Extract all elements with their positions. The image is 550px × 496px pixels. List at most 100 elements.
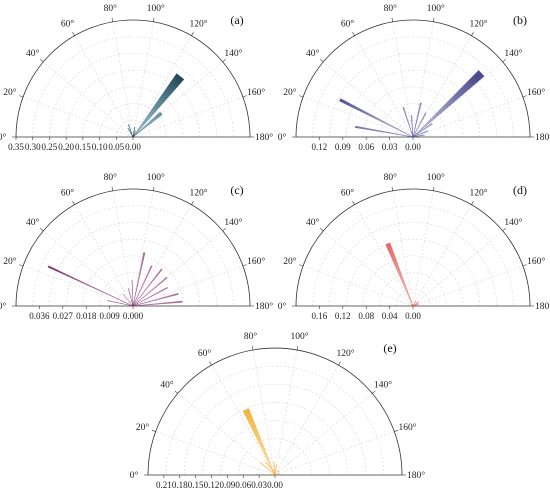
theta-tick (153, 17, 155, 22)
grid-spoke (43, 230, 134, 307)
grid-spoke (274, 349, 298, 476)
theta-tick-label: 60° (61, 188, 75, 199)
theta-tick (391, 17, 393, 22)
theta-tick-label: 80° (104, 3, 118, 14)
grid-arc (312, 36, 514, 138)
r-tick-label: 0.05 (108, 142, 124, 152)
theta-tick-label: 120° (189, 188, 207, 199)
r-tick-label: 0.06 (235, 480, 251, 490)
polar-bar (412, 130, 428, 138)
polar-panel: 0° 20° 40° 60° 80° 100° 120° 140° 160° 180° 0.16 0.… (278, 172, 550, 321)
theta-tick-label: 80° (104, 172, 118, 183)
polar-bar (242, 408, 276, 476)
grid-spoke (412, 61, 503, 138)
grid-spoke (302, 96, 414, 138)
r-tick-label: 0.009 (99, 311, 120, 321)
r-tick-label: 0.036 (29, 311, 50, 321)
grid-arc (395, 120, 431, 138)
r-tick-label: 0.027 (53, 311, 74, 321)
theta-tick-label: 40° (26, 217, 40, 228)
polar-bar (274, 464, 277, 476)
polar-panel: 0°20°40°60°80° 100°120°140°160°180°0.036 0… (0, 172, 273, 321)
theta-tick-label: 80° (384, 172, 398, 183)
theta-tick-label: 140° (374, 379, 392, 390)
theta-tick (151, 429, 156, 432)
polar-bar (122, 293, 134, 307)
grid-arc (329, 53, 497, 138)
polar-bar (127, 124, 134, 138)
grid-arc (65, 239, 201, 307)
theta-tick (209, 361, 212, 366)
panel-label: (d) (513, 183, 527, 197)
polar-bar (132, 111, 163, 138)
theta-tick (296, 345, 299, 350)
grid-arc (65, 70, 201, 138)
theta-tick (372, 390, 376, 394)
theta-tick-label: 100° (147, 3, 165, 14)
grid-spoke (274, 393, 373, 476)
polar-panel: 0°20°40°60°80° 100°120°140°160°180°0.21 0.… (130, 331, 426, 490)
grid-spoke (274, 364, 339, 476)
polar-bar (273, 461, 276, 476)
grid-spoke (132, 230, 223, 307)
theta-tick-label: 160° (527, 87, 545, 98)
grid-arc (345, 239, 481, 307)
r-tick-label: 0.09 (335, 142, 351, 152)
polar-bar (132, 73, 185, 138)
grid-spoke (252, 349, 276, 476)
theta-tick (522, 264, 527, 267)
theta-tick-label: 60° (198, 348, 212, 359)
grid-spoke (112, 190, 134, 307)
polar-bar (107, 300, 134, 307)
grid-spoke (132, 190, 154, 307)
grid-spoke (412, 96, 524, 138)
theta-tick-label: 120° (189, 19, 207, 30)
theta-tick-label: 100° (290, 331, 308, 342)
theta-tick (242, 264, 247, 267)
theta-tick-label: 120° (469, 188, 487, 199)
theta-tick-label: 120° (336, 348, 354, 359)
grid-spoke (74, 204, 134, 307)
grid-spoke (354, 204, 414, 307)
theta-tick-label: 140° (224, 48, 242, 59)
grid-arc (220, 420, 330, 476)
polar-bar (402, 106, 414, 138)
polar-bar (132, 252, 146, 307)
theta-tick-label: 60° (341, 19, 355, 30)
theta-tick-label: 140° (224, 217, 242, 228)
theta-tick (222, 227, 226, 232)
theta-tick-label: 20° (136, 422, 150, 433)
grid-spoke (392, 21, 414, 138)
polar-bar (47, 265, 134, 307)
r-tick-label: 0.12 (335, 311, 351, 321)
theta-tick-label: 20° (283, 87, 297, 98)
r-tick-label: 0.12 (204, 480, 220, 490)
theta-tick-label: 180° (407, 470, 425, 481)
theta-tick (174, 390, 178, 394)
grid-arc (362, 255, 464, 307)
theta-tick (72, 32, 75, 36)
grid-arc (32, 205, 234, 307)
r-tick-label: 0.00 (405, 142, 421, 152)
grid-spoke (412, 190, 434, 307)
theta-tick-label: 0° (130, 470, 139, 481)
r-tick-label: 0.018 (76, 311, 97, 321)
polar-bar (132, 268, 163, 307)
theta-tick-label: 160° (247, 87, 265, 98)
polar-bar (339, 98, 414, 138)
grid-arc (82, 255, 184, 307)
theta-tick (191, 32, 194, 36)
theta-tick-label: 40° (306, 217, 320, 228)
grid-arc (329, 222, 497, 307)
polar-bar (132, 130, 136, 138)
grid-arc (49, 222, 217, 307)
theta-tick-label: 120° (469, 19, 487, 30)
r-tick-label: 0.15 (75, 142, 91, 152)
theta-tick (251, 345, 254, 350)
grid-spoke (132, 265, 244, 307)
grid-arc (379, 103, 447, 138)
polar-bar (274, 473, 280, 476)
r-tick-label: 0.18 (172, 480, 188, 490)
theta-tick-label: 140° (504, 217, 522, 228)
grid-spoke (132, 35, 192, 138)
